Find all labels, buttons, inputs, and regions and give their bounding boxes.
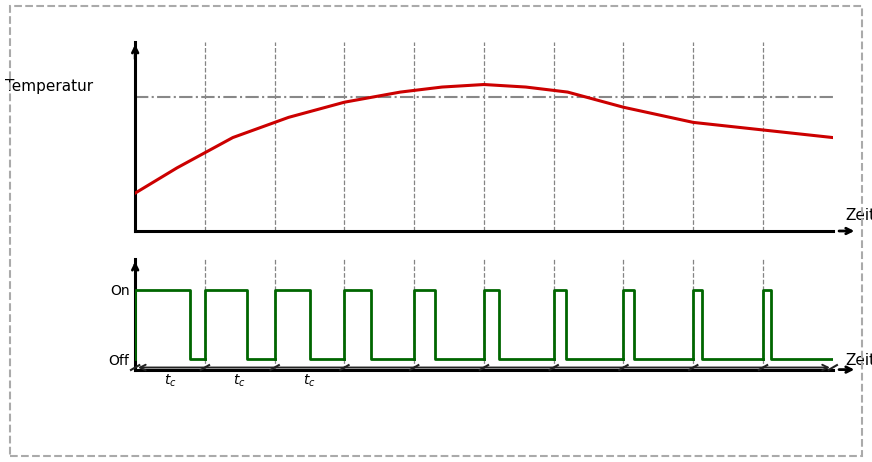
Text: $t_c$: $t_c$	[303, 373, 316, 389]
Text: Temperatur: Temperatur	[5, 79, 93, 94]
Text: $t_c$: $t_c$	[234, 373, 246, 389]
Text: Zeit: Zeit	[845, 353, 872, 368]
Text: $t_c$: $t_c$	[164, 373, 176, 389]
Text: Zeit: Zeit	[845, 208, 872, 224]
